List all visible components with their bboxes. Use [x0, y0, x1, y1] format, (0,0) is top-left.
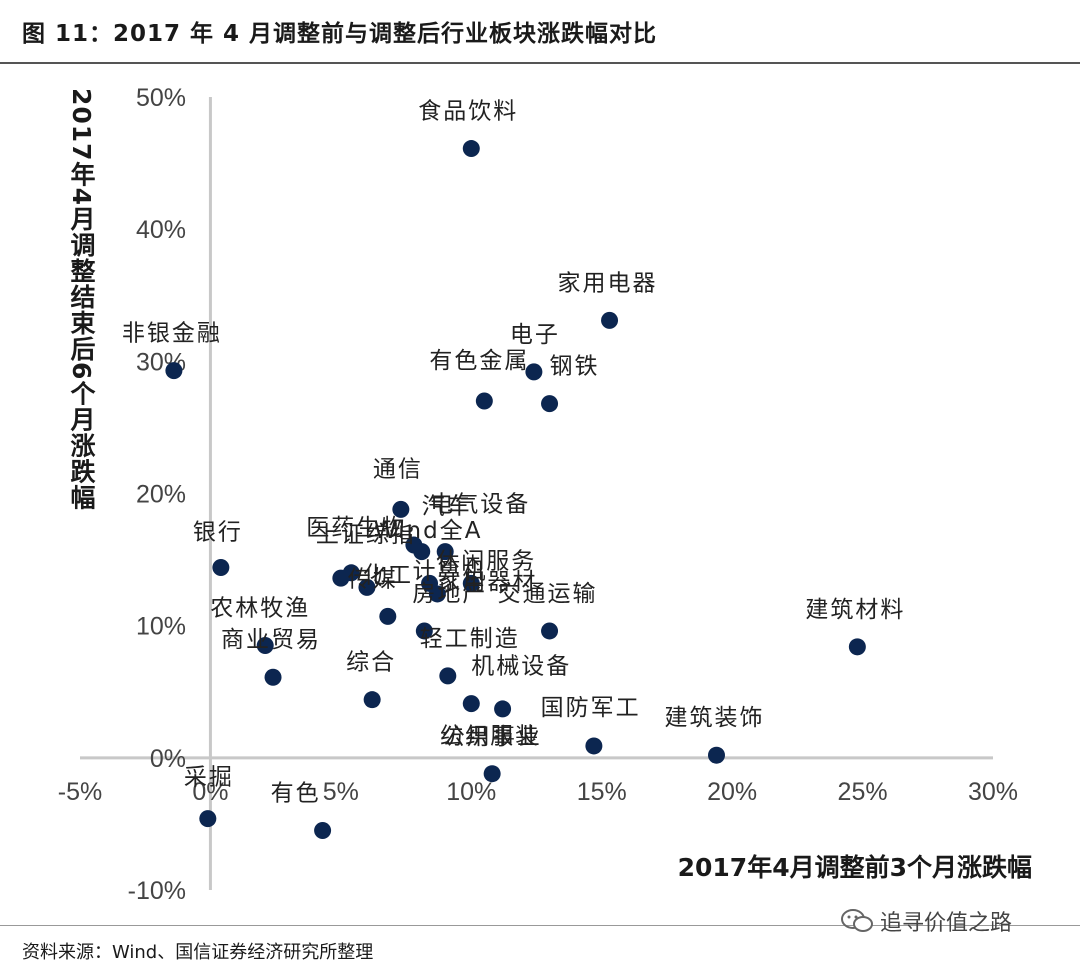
data-label: 交通运输 [498, 581, 598, 607]
data-label: 家用电器 [558, 270, 658, 296]
x-tick-label: 30% [968, 778, 1018, 806]
x-tick-label: 15% [577, 778, 627, 806]
data-label: 国防军工 [541, 695, 641, 721]
data-label: 非银金融 [122, 321, 222, 347]
y-tick-label: 20% [136, 481, 186, 509]
data-point [462, 695, 480, 713]
data-point [256, 636, 274, 654]
data-label: 传媒 [348, 566, 398, 592]
data-label: 钢铁 [550, 354, 600, 380]
watermark: 追寻价值之路 [840, 905, 1012, 937]
data-point [462, 140, 480, 158]
data-label: 计算机 [413, 558, 488, 584]
data-point [541, 622, 559, 640]
data-label: 机械设备 [471, 654, 571, 680]
y-tick-label: 50% [136, 84, 186, 112]
data-point [165, 362, 183, 380]
data-point [494, 700, 512, 718]
data-point [314, 822, 332, 840]
data-label: 汽车 [422, 494, 472, 520]
data-point [848, 638, 866, 656]
data-label: 纺织服装 [440, 724, 540, 750]
data-point [379, 607, 397, 625]
data-label: 采掘 [184, 765, 234, 791]
data-label: 建筑装饰 [664, 705, 764, 731]
data-point [541, 395, 559, 413]
data-label: 电子 [510, 322, 560, 348]
data-label: 上证综指 [316, 522, 416, 548]
y-tick-label: -10% [128, 877, 186, 905]
data-label: 房地产 [412, 581, 487, 607]
data-point [415, 622, 433, 640]
data-point [585, 737, 603, 755]
y-tick-label: 0% [150, 745, 186, 773]
y-tick-label: 10% [136, 613, 186, 641]
data-point [392, 500, 410, 518]
chart-title: 图 11：2017 年 4 月调整前与调整后行业板块涨跌幅对比 [22, 21, 658, 47]
data-point [707, 746, 725, 764]
x-tick-label: 5% [323, 778, 359, 806]
data-point [212, 559, 230, 577]
data-label: 家用器材 [437, 569, 537, 595]
x-tick-label: 25% [838, 778, 888, 806]
x-tick-label: -5% [58, 778, 102, 806]
x-axis-label: 2017年4月调整前3个月涨跌幅 [677, 853, 1032, 882]
data-point [475, 392, 493, 410]
data-label: 化工 [363, 562, 413, 588]
source-note: 资料来源：Wind、国信证券经济研究所整理 [22, 942, 374, 963]
watermark-text: 追寻价值之路 [880, 911, 1013, 936]
data-point [199, 810, 217, 828]
y-axis-label: 2017年4月调整结束后6个月涨跌幅 [67, 88, 96, 511]
data-label: 公用事业 [442, 724, 542, 750]
data-label: 医药生物 [306, 515, 406, 541]
data-label: 有色金属 [429, 348, 529, 374]
x-tick-label: 10% [446, 778, 496, 806]
data-point [525, 363, 543, 381]
title-divider [0, 62, 1080, 64]
footer-divider [0, 925, 1080, 926]
data-label: 银行 [193, 520, 243, 546]
x-tick-label: 20% [707, 778, 757, 806]
data-point [462, 574, 480, 592]
data-point [436, 543, 454, 561]
data-label: 食品饮料 [418, 99, 518, 125]
y-tick-label: 40% [136, 216, 186, 244]
wechat-icon [841, 909, 873, 932]
data-point [439, 667, 457, 685]
data-point [413, 543, 431, 561]
data-point [601, 311, 619, 329]
data-point [264, 668, 282, 686]
data-label: 有色 [271, 781, 321, 807]
data-point [332, 569, 350, 587]
data-point [358, 578, 376, 596]
data-label: 综合 [346, 650, 396, 676]
data-label: 农林牧渔 [210, 595, 310, 621]
data-point [363, 691, 381, 709]
data-point [483, 765, 501, 783]
data-label: 建筑材料 [805, 597, 905, 623]
data-label: 通信 [373, 456, 423, 482]
x-tick-label: 0% [192, 778, 228, 806]
data-label: 电气设备 [430, 492, 530, 518]
data-label: 休闲服务 [436, 548, 536, 574]
data-label: 轻工制造 [420, 626, 520, 652]
data-label: Wind全A [374, 518, 483, 544]
data-point [428, 585, 446, 603]
data-label: 商业贸易 [221, 627, 321, 653]
